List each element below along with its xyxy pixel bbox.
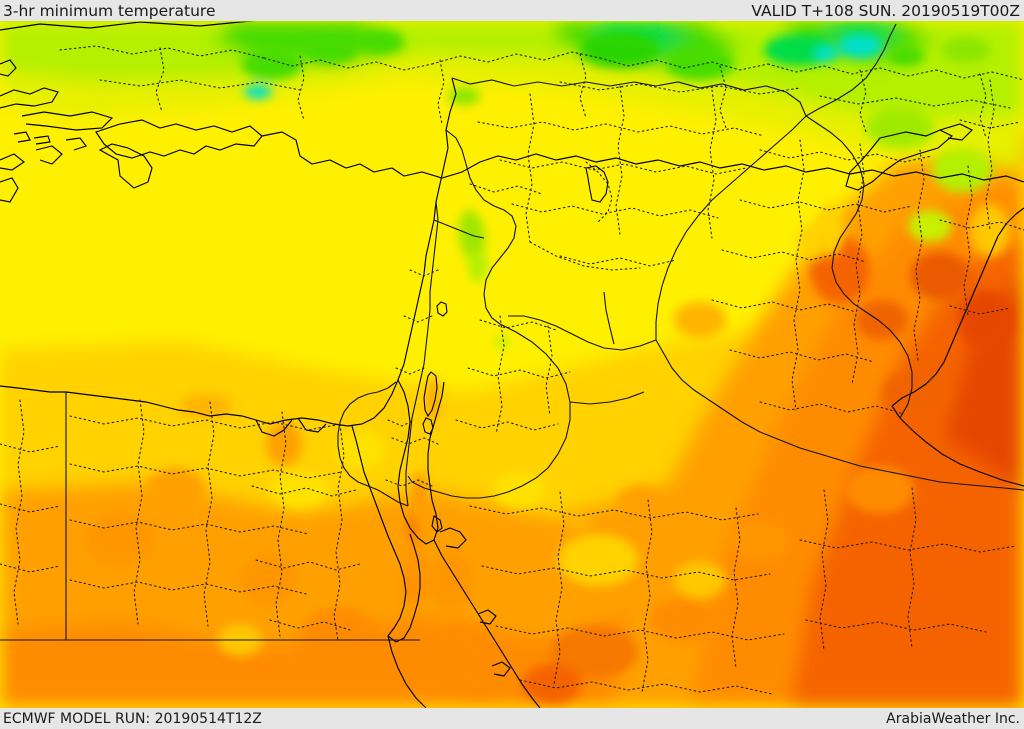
inland-water-outlines [422, 165, 609, 533]
page-title: 3-hr minimum temperature [3, 1, 216, 20]
footer-bar: ECMWF MODEL RUN: 20190514T12Z ArabiaWeat… [0, 708, 1024, 729]
valid-time-label: VALID T+108 SUN. 20190519T00Z [751, 1, 1020, 20]
map-canvas[interactable] [0, 20, 1024, 708]
temperature-field-svg [0, 20, 1024, 708]
admin-boundaries [0, 45, 1024, 695]
national-borders [0, 23, 1024, 641]
map-top-edge [0, 20, 1024, 22]
provider-label: ArabiaWeather Inc. [886, 710, 1020, 727]
field-cool-pockets [218, 204, 1010, 656]
coastlines [0, 20, 1024, 708]
field-cool-patches [242, 30, 992, 349]
header-bar: 3-hr minimum temperature VALID T+108 SUN… [0, 0, 1024, 21]
model-run-label: ECMWF MODEL RUN: 20190514T12Z [3, 710, 262, 727]
